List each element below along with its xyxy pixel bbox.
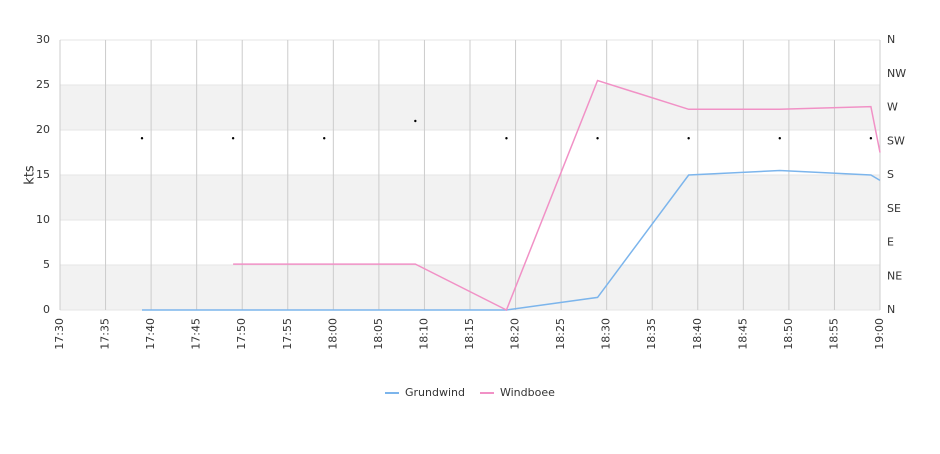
y2-tick-label: S — [887, 168, 894, 181]
x-tick-label: 17:35 — [99, 318, 112, 350]
direction-point — [231, 137, 235, 140]
y2-tick-label: SE — [887, 202, 901, 215]
x-tick-label: 18:55 — [827, 318, 840, 350]
x-tick-label: 18:20 — [509, 318, 522, 350]
y2-tick-label: N — [887, 303, 895, 316]
y2-tick-label: E — [887, 236, 894, 249]
y-tick-label: 0 — [43, 303, 50, 316]
y2-tick-label: SW — [887, 134, 905, 147]
y2-tick-label: N — [887, 33, 895, 46]
direction-point — [505, 137, 508, 140]
direction-point — [140, 137, 144, 140]
direction-point — [869, 137, 873, 140]
x-tick-label: 18:25 — [554, 318, 567, 350]
x-tick-label: 18:40 — [691, 318, 704, 350]
y2-tick-label: W — [887, 101, 898, 114]
x-tick-label: 18:15 — [463, 318, 476, 350]
x-tick-label: 19:00 — [873, 318, 886, 350]
y-tick-label: 25 — [36, 78, 50, 91]
x-tick-label: 18:35 — [645, 318, 658, 350]
y-tick-label: 10 — [36, 213, 50, 226]
y-tick-label: 5 — [43, 258, 50, 271]
y2-tick-label: NW — [887, 67, 906, 80]
y-tick-label: 30 — [36, 33, 50, 46]
y-tick-label: 20 — [36, 123, 50, 136]
series-line — [142, 169, 881, 311]
legend-label: Windboee — [500, 386, 555, 399]
x-tick-label: 17:45 — [190, 318, 203, 350]
direction-point — [596, 137, 599, 140]
x-tick-label: 17:40 — [144, 318, 157, 350]
x-tick-label: 18:50 — [782, 318, 795, 350]
y-axis-label: kts — [23, 165, 38, 185]
direction-point — [414, 119, 417, 123]
x-tick-label: 17:30 — [53, 318, 66, 350]
direction-point — [687, 137, 690, 140]
x-tick-label: 17:55 — [281, 318, 294, 350]
x-tick-label: 18:05 — [372, 318, 385, 350]
y2-tick-label: NE — [887, 269, 902, 282]
series-line — [233, 79, 881, 312]
x-tick-label: 18:45 — [736, 318, 749, 350]
direction-point — [323, 137, 326, 140]
x-tick-label: 18:30 — [600, 318, 613, 350]
x-tick-label: 17:50 — [235, 318, 248, 350]
legend-label: Grundwind — [405, 386, 465, 399]
x-tick-label: 18:10 — [417, 318, 430, 350]
y-tick-label: 15 — [36, 168, 50, 181]
x-tick-label: 18:00 — [326, 318, 339, 350]
direction-point — [778, 137, 781, 140]
